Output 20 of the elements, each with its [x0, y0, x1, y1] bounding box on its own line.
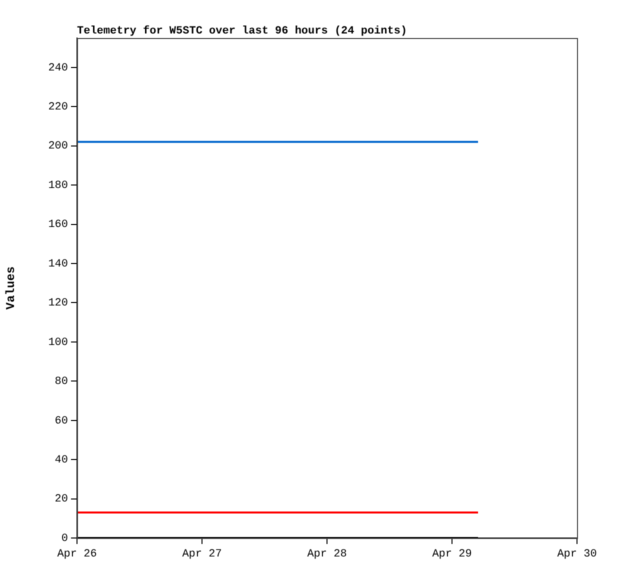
y-tick-label: 180 — [48, 180, 68, 192]
y-tick-label: 20 — [54, 494, 68, 506]
x-tick-label: Apr 26 — [57, 548, 97, 561]
y-tick-label: 160 — [48, 219, 68, 232]
y-tick-label: 60 — [54, 415, 68, 428]
x-tick-label: Apr 27 — [182, 548, 222, 561]
y-tick-label: 220 — [48, 102, 68, 114]
y-tick-label: 200 — [48, 140, 68, 153]
y-tick-label: 0 — [61, 532, 68, 545]
x-tick-label: Apr 30 — [557, 548, 597, 561]
y-tick-label: 80 — [54, 376, 68, 388]
y-tick-label: 120 — [48, 298, 68, 310]
y-tick-label: 100 — [48, 336, 68, 349]
x-tick-label: Apr 28 — [307, 548, 347, 561]
chart-title: Telemetry for W5STC over last 96 hours (24 points) — [77, 24, 408, 38]
y-tick-label: 40 — [54, 454, 68, 466]
y-axis-title: Values — [4, 266, 18, 310]
x-tick-label: Apr 29 — [432, 548, 472, 561]
y-tick-label: 140 — [48, 258, 68, 270]
y-tick-label: 240 — [48, 62, 68, 74]
